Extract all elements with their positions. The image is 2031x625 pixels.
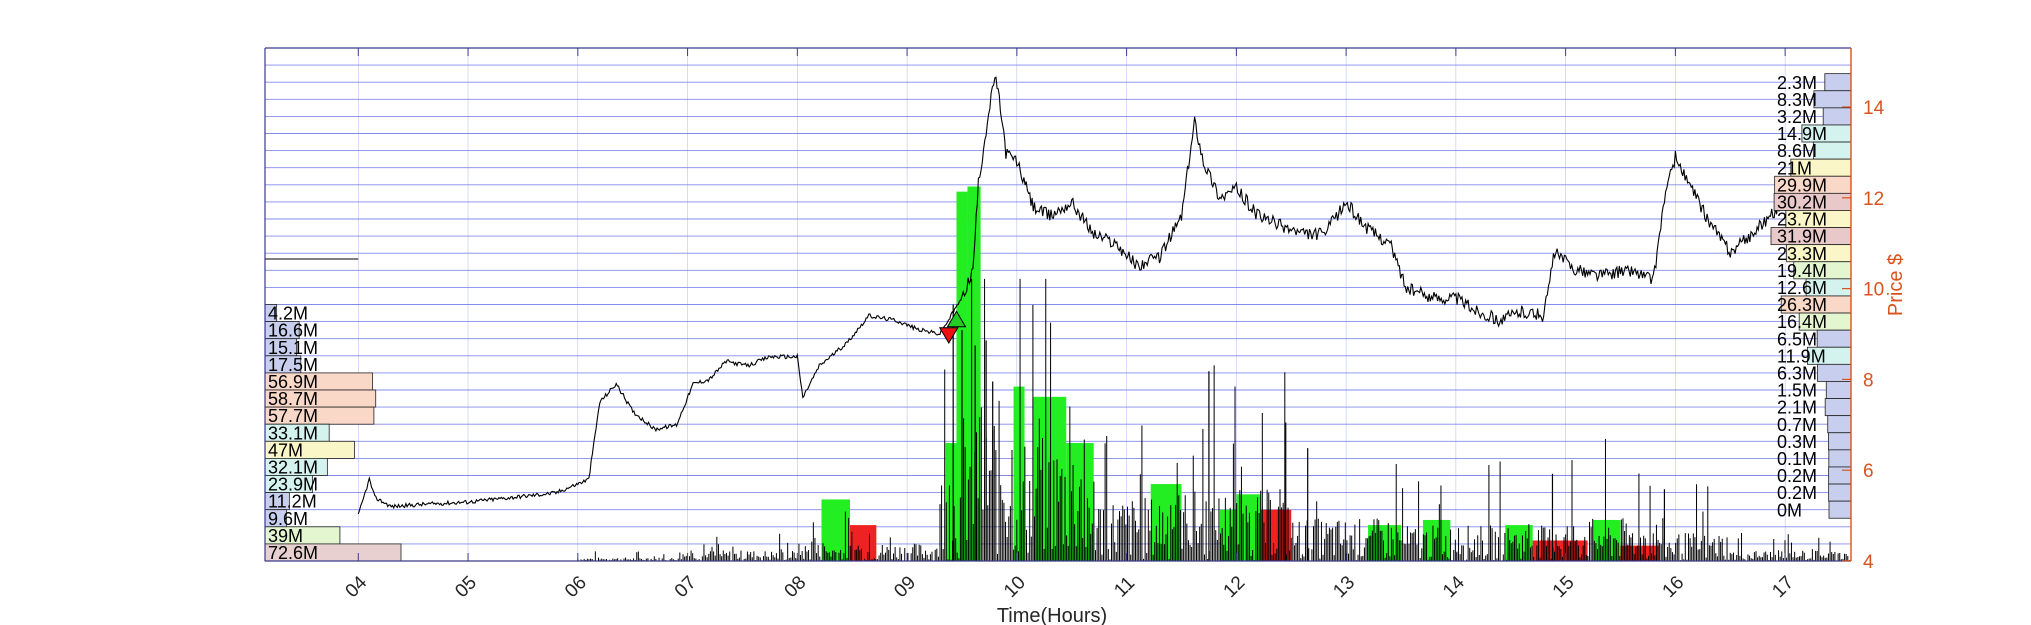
x-tick-label: 15 (1549, 572, 1579, 602)
profile-label-right: 21M (1777, 158, 1812, 178)
profile-label-left: 47M (268, 440, 303, 460)
profile-label-right: 12.6M (1777, 278, 1827, 298)
profile-label-right: 23.3M (1777, 244, 1827, 264)
profile-bar-right (1822, 107, 1852, 126)
price-line (357, 76, 1808, 515)
profile-label-left: 15.1M (268, 338, 318, 358)
profile-label-right: 0.3M (1777, 432, 1817, 452)
profile-bar-right (1824, 398, 1852, 417)
y-tick-label: 6 (1863, 461, 1874, 482)
volume-block (967, 186, 981, 561)
profile-label-left: 17.5M (268, 355, 318, 375)
x-tick-label: 09 (890, 572, 920, 602)
profile-label-right: 0.2M (1777, 466, 1817, 486)
x-tick-label: 13 (1329, 572, 1359, 602)
profile-label-right: 3.2M (1777, 107, 1817, 127)
profile-label-left: 4.2M (268, 304, 308, 324)
volume-block (1620, 545, 1659, 561)
profile-label-right: 16.4M (1777, 312, 1827, 332)
profile-label-right: 0.2M (1777, 483, 1817, 503)
x-tick-label: 04 (342, 572, 372, 602)
price-series (265, 76, 1808, 515)
x-tick-label: 06 (561, 572, 591, 602)
profile-bar-right (1828, 466, 1852, 485)
volume-block (850, 525, 877, 561)
profile-label-left: 23.9M (268, 475, 318, 495)
y-tick-label: 8 (1863, 370, 1874, 391)
profile-label-right: 29.9M (1777, 175, 1827, 195)
x-tick-label: 07 (671, 572, 701, 602)
volume-profile-left: 4.2M16.6M15.1M17.5M56.9M58.7M57.7M33.1M4… (264, 304, 402, 563)
volume-block (1013, 386, 1025, 561)
profile-label-right: 19.4M (1777, 261, 1827, 281)
profile-label-left: 72.6M (268, 543, 318, 563)
x-tick-label: 05 (451, 572, 481, 602)
volume-block (1236, 494, 1261, 561)
y-tick-label: 12 (1863, 189, 1884, 210)
x-axis-label: Time(Hours) (997, 605, 1107, 625)
profile-label-right: 2.3M (1777, 73, 1817, 93)
profile-bar-right (1813, 90, 1852, 109)
y-tick-label: 4 (1863, 552, 1874, 573)
profile-label-left: 11.2M (268, 492, 317, 512)
x-tick-label: 12 (1220, 572, 1250, 602)
profile-label-left: 56.9M (268, 372, 318, 392)
profile-label-left: 9.6M (268, 509, 308, 529)
profile-label-left: 32.1M (268, 458, 318, 478)
profile-label-right: 11.9M (1777, 346, 1826, 366)
profile-bar-right (1824, 73, 1852, 92)
profile-bar-right (1828, 432, 1852, 451)
profile-label-right: 8.6M (1777, 141, 1817, 161)
profile-bar-right (1828, 483, 1852, 502)
volume-profile-right: 2.3M8.3M3.2M14.9M8.6M21M29.9M30.2M23.7M3… (1770, 73, 1852, 520)
profile-label-left: 33.1M (268, 423, 318, 443)
x-tick-label: 08 (781, 572, 811, 602)
y-tick-label: 10 (1863, 280, 1884, 301)
profile-bar-right (1812, 141, 1852, 160)
profile-label-right: 14.9M (1777, 124, 1827, 144)
profile-label-right: 31.9M (1777, 227, 1827, 247)
sell-marker (938, 327, 959, 344)
profile-label-right: 26.3M (1777, 295, 1827, 315)
profile-label-right: 0.7M (1777, 415, 1817, 435)
profile-bar-right (1828, 500, 1852, 519)
profile-label-right: 6.5M (1777, 329, 1817, 349)
profile-label-right: 2.1M (1777, 398, 1817, 418)
profile-label-right: 0M (1777, 500, 1802, 520)
profile-label-left: 39M (268, 526, 303, 546)
volume-block (1532, 540, 1588, 561)
volume-block (1033, 396, 1067, 561)
buy-marker (946, 310, 967, 328)
profile-label-left: 58.7M (268, 389, 318, 409)
x-tick-label: 16 (1659, 572, 1689, 602)
y-tick-label: 14 (1863, 98, 1885, 119)
profile-label-right: 8.3M (1777, 90, 1817, 110)
x-tick-label: 10 (1000, 572, 1030, 602)
x-tick-label: 14 (1439, 572, 1469, 602)
profile-bar-right (1816, 329, 1852, 348)
x-tick-label: 17 (1768, 572, 1798, 602)
profile-label-right: 30.2M (1777, 192, 1827, 212)
profile-label-right: 23.7M (1777, 210, 1827, 230)
profile-label-right: 1.5M (1777, 381, 1817, 401)
trade-markers (938, 310, 967, 344)
profile-bar-right (1827, 415, 1852, 434)
profile-bar-right (1828, 449, 1852, 468)
profile-label-left: 57.7M (268, 406, 318, 426)
x-tick-label: 11 (1110, 573, 1139, 602)
y-axis-label: Price $ (1885, 254, 1907, 316)
profile-label-left: 16.6M (268, 321, 318, 341)
volume-block (945, 443, 957, 561)
profile-label-right: 6.3M (1777, 363, 1817, 383)
profile-bar-right (1825, 381, 1852, 399)
profile-label-right: 0.1M (1777, 449, 1817, 469)
volume-lines (577, 278, 1850, 561)
